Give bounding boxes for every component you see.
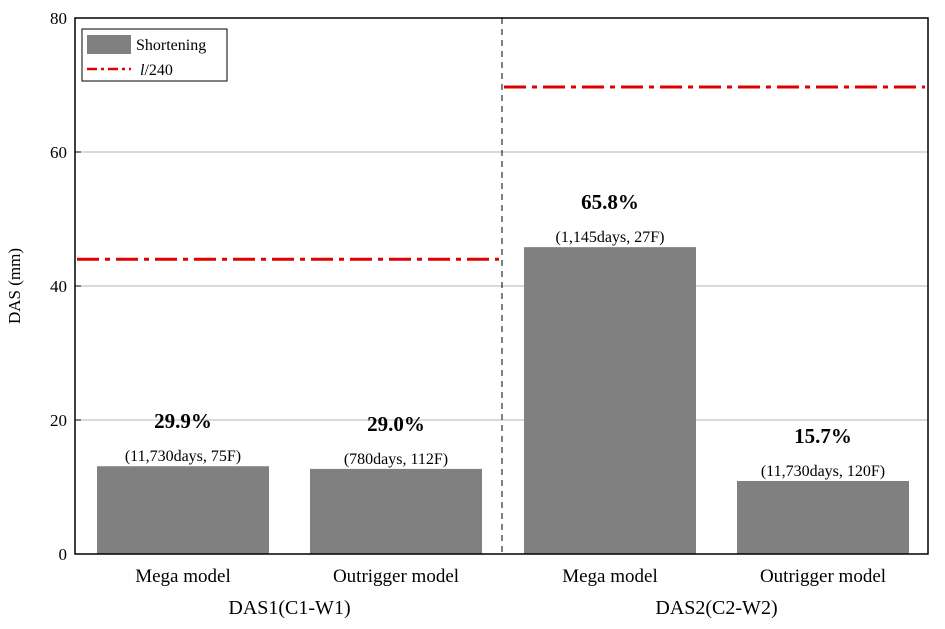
legend-bar-swatch: [87, 35, 131, 54]
legend: Shortening l/240: [81, 28, 228, 82]
y-tick-label: 40: [50, 277, 67, 296]
x-category-label: Mega model: [562, 566, 658, 587]
y-tick-label: 20: [50, 411, 67, 430]
x-category-label: Outrigger model: [333, 566, 459, 587]
legend-limit-label-rest: /240: [144, 62, 172, 79]
y-axis-label: DAS (mm): [5, 248, 24, 324]
limit-lines: [77, 85, 925, 261]
bar-percent-label: 29.9%: [154, 409, 212, 433]
bar-percent-label: 65.8%: [581, 190, 639, 214]
bar: [524, 247, 696, 554]
bar-note-label: (11,730days, 120F): [761, 463, 885, 480]
bar: [97, 466, 269, 554]
bar-note-label: (780days, 112F): [344, 451, 448, 468]
x-group-label: DAS1(C1-W1): [228, 597, 350, 619]
y-tick-label: 0: [59, 545, 68, 564]
bar-note-label: (11,730days, 75F): [125, 448, 241, 465]
y-axis: 0 20 40 60 80: [50, 9, 81, 564]
y-tick-label: 60: [50, 143, 67, 162]
x-axis-labels: Mega model Outrigger model Mega model Outri…: [135, 566, 886, 619]
bar-labels: (11,730days, 75F) 29.9% (780days, 112F) 29.…: [125, 190, 885, 480]
legend-limit-label-italic: l: [140, 62, 145, 79]
legend-shortening-label: Shortening: [136, 37, 206, 54]
bar-percent-label: 29.0%: [367, 412, 425, 436]
bar-note-label: (1,145days, 27F): [556, 229, 665, 246]
legend-limit-label: l/240: [140, 62, 173, 79]
x-category-label: Mega model: [135, 566, 231, 587]
bar: [737, 480, 909, 554]
x-group-label: DAS2(C2-W2): [655, 597, 777, 619]
bars: [97, 247, 909, 554]
bar-percent-label: 15.7%: [794, 424, 852, 448]
bar: [310, 468, 482, 554]
x-category-label: Outrigger model: [760, 566, 886, 587]
y-tick-label: 80: [50, 9, 67, 28]
